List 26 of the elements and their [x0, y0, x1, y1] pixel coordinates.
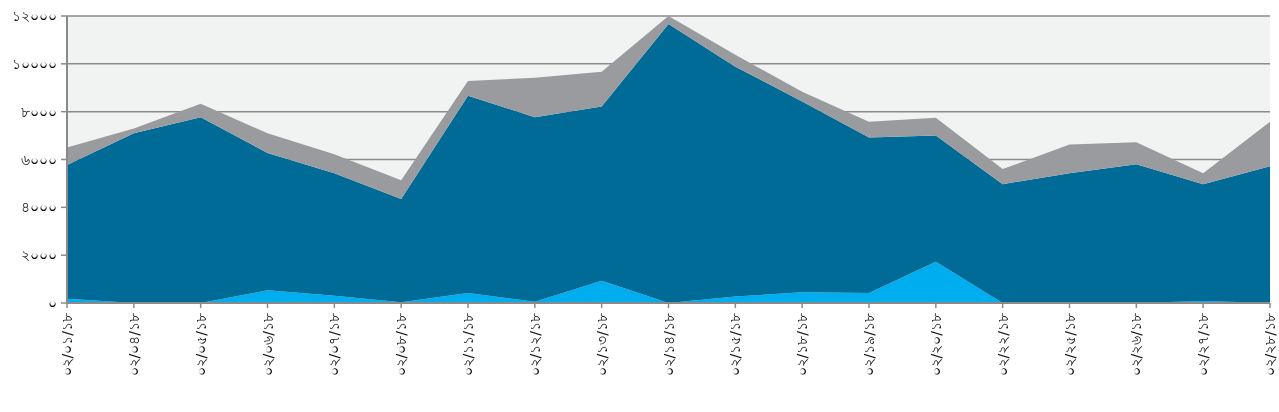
x-tick-label: ০২/০৪/১৮	[125, 313, 142, 377]
x-tick-label: ০২/২৮/১৮	[1262, 313, 1278, 377]
y-tick-label: ১০০০০	[12, 55, 57, 72]
x-tick-label: ০২/২০/১৮	[927, 313, 944, 377]
x-tick-label: ০২/০৮/১৮	[393, 313, 410, 377]
x-tick-label: ০২/২৭/১৮	[1195, 313, 1212, 377]
y-tick-label: ৪০০০	[21, 199, 57, 216]
y-tick-label: ১২০০০	[12, 8, 57, 24]
x-tick-label: ০২/১১/১৮	[460, 313, 476, 377]
x-tick-label: ০২/১৫/১৮	[727, 313, 744, 377]
x-tick-label: ০২/১৩/১৮	[593, 313, 610, 377]
x-tick-label: ০২/২২/১৮	[994, 313, 1011, 377]
x-tick-label: ০২/১৯/১৮	[861, 313, 877, 377]
x-tick-label: ০২/১৮/১৮	[794, 313, 811, 377]
y-tick-label: ৬০০০	[21, 151, 57, 168]
x-tick-label: ০২/০৫/১৮	[192, 313, 209, 377]
x-tick-label: ০২/২৬/১৮	[1128, 313, 1145, 377]
x-tick-label: ০২/১৪/১৮	[660, 313, 677, 377]
x-tick-label: ০২/০৬/১৮	[259, 313, 276, 377]
y-tick-label: ৮০০০	[21, 103, 57, 120]
y-tick-label: ০	[48, 295, 57, 311]
x-tick-label: ০২/০৭/১৮	[326, 313, 343, 377]
x-tick-label: ০২/২৫/১৮	[1061, 313, 1078, 377]
x-tick-label: ০২/০১/১৮	[59, 313, 75, 377]
y-tick-label: ২০০০	[21, 247, 57, 264]
x-tick-label: ০২/১২/১৮	[526, 313, 543, 377]
